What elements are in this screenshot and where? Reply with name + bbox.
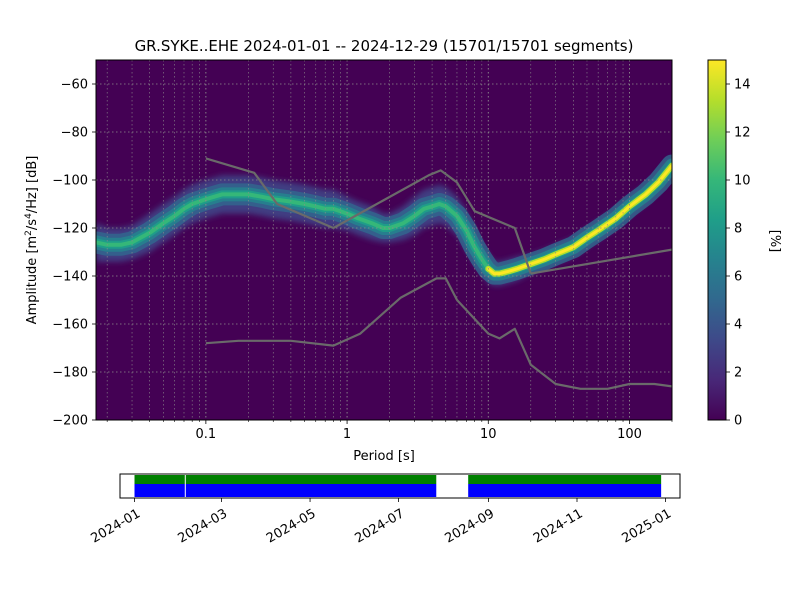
y-axis-label-part1: Amplitude [m [25,236,40,325]
coverage-segment-bottom [468,484,662,497]
y-tick-label: −120 [52,222,88,237]
coverage-segment-top [468,475,662,484]
colorbar-gradient [707,59,727,421]
x-tick-label: 0.1 [196,427,217,442]
x-axis-ticks: 0.1 1 10 100 [106,420,673,442]
coverage-tick-label: 2025-01 [619,506,674,546]
colorbar-tick-label: 4 [734,318,742,333]
coverage-tick-label: 2024-11 [531,506,586,546]
x-axis-label: Period [s] [353,449,415,464]
y-tick-label: −140 [52,270,88,285]
ppsd-plot: 0.1 1 10 100 −60 −80 −100 −120 −140 −160 −180 −200 [52,59,673,442]
density-peak-inner [486,164,672,276]
coverage-tick-label: 2024-09 [442,506,497,546]
colorbar-tick-label: 2 [734,366,742,381]
coverage-segment-bottom [134,484,186,497]
y-axis-label: Amplitude [m2/s4/Hz] [dB] [24,156,40,325]
colorbar-tick-label: 10 [734,174,751,189]
coverage-frame [119,473,681,499]
plot-frame [95,59,673,421]
coverage-segment-bottom [185,484,437,497]
reference-model-line-2 [530,248,672,275]
plot-grid [96,60,672,420]
x-tick-label: 100 [617,427,642,442]
reference-model-line-3 [205,277,672,390]
x-tick-label: 1 [343,427,351,442]
colorbar-tick-label: 6 [734,270,742,285]
colorbar-ticks: 0 2 4 6 8 10 12 14 [726,78,751,429]
colorbar: 0 2 4 6 8 10 12 14 [%] [707,59,782,429]
y-tick-label: −80 [61,126,88,141]
reference-model-line-1 [205,157,532,274]
chart-title: GR.SYKE..EHE 2024-01-01 -- 2024-12-29 (1… [135,37,634,55]
coverage-tick-label: 2024-05 [264,506,319,546]
coverage-tick-label: 2024-03 [176,506,231,546]
coverage-ticks: 2024-01 2024-03 2024-05 2024-07 2024-09 2024-… [89,498,674,547]
colorbar-tick-label: 0 [734,414,742,429]
y-axis-label-sup1: 2 [24,230,34,236]
colorbar-tick-label: 8 [734,222,742,237]
coverage-segment-top [134,475,186,484]
y-tick-label: −160 [52,318,88,333]
y-tick-label: −100 [52,174,88,189]
colorbar-tick-label: 12 [734,126,751,141]
y-tick-label: −60 [61,78,88,93]
coverage-tick-label: 2024-07 [353,506,408,546]
colorbar-tick-label: 14 [734,78,751,93]
reference-noise-models [205,157,672,390]
coverage-strip: 2024-01 2024-03 2024-05 2024-07 2024-09 2024-… [89,473,681,547]
y-tick-label: −200 [52,414,88,429]
coverage-segment-top [185,475,437,484]
y-axis-label-part2: /s [25,219,40,230]
x-tick-label: 10 [480,427,497,442]
coverage-segments [134,475,662,497]
y-axis-label-part3: /Hz] [dB] [25,156,40,214]
coverage-tick-label: 2024-01 [89,506,144,546]
y-tick-label: −180 [52,366,88,381]
density-heatmap [96,154,672,286]
colorbar-label: [%] [767,230,782,253]
y-axis-ticks: −60 −80 −100 −120 −140 −160 −180 −200 [52,78,96,429]
y-axis-label-sup2: 4 [24,213,34,219]
